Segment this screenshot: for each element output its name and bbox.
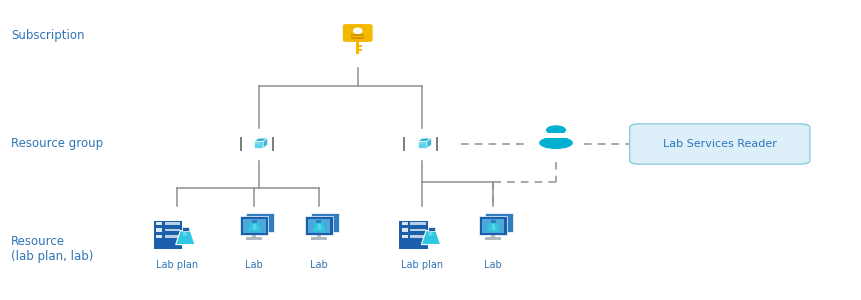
FancyBboxPatch shape — [164, 235, 180, 238]
FancyBboxPatch shape — [491, 235, 494, 238]
FancyBboxPatch shape — [157, 235, 162, 238]
FancyBboxPatch shape — [307, 219, 330, 233]
Polygon shape — [421, 231, 440, 244]
Polygon shape — [418, 138, 431, 141]
FancyBboxPatch shape — [305, 216, 332, 235]
Text: Lab plan: Lab plan — [401, 260, 443, 269]
Polygon shape — [255, 142, 261, 143]
FancyBboxPatch shape — [310, 213, 338, 232]
FancyBboxPatch shape — [359, 49, 361, 50]
Polygon shape — [428, 231, 432, 236]
Polygon shape — [254, 138, 268, 141]
Polygon shape — [254, 141, 263, 148]
FancyBboxPatch shape — [239, 137, 241, 151]
Ellipse shape — [545, 125, 566, 135]
FancyBboxPatch shape — [351, 34, 363, 36]
FancyBboxPatch shape — [164, 222, 180, 224]
Text: Lab plan: Lab plan — [156, 260, 197, 269]
FancyBboxPatch shape — [164, 229, 180, 231]
FancyBboxPatch shape — [435, 137, 437, 151]
Ellipse shape — [538, 137, 573, 149]
FancyBboxPatch shape — [484, 213, 512, 232]
FancyBboxPatch shape — [410, 222, 425, 224]
FancyBboxPatch shape — [157, 222, 162, 225]
FancyBboxPatch shape — [251, 220, 257, 223]
FancyBboxPatch shape — [403, 137, 405, 151]
Polygon shape — [418, 141, 426, 148]
FancyBboxPatch shape — [481, 219, 504, 233]
FancyBboxPatch shape — [359, 45, 362, 47]
FancyBboxPatch shape — [485, 237, 500, 240]
FancyBboxPatch shape — [343, 24, 372, 42]
FancyBboxPatch shape — [271, 137, 274, 151]
FancyBboxPatch shape — [245, 213, 274, 232]
Text: Resource
(lab plan, lab): Resource (lab plan, lab) — [11, 235, 94, 263]
Polygon shape — [312, 223, 325, 232]
FancyBboxPatch shape — [490, 220, 495, 223]
FancyBboxPatch shape — [402, 235, 407, 238]
Polygon shape — [318, 224, 321, 230]
Ellipse shape — [352, 28, 362, 34]
Text: Resource group: Resource group — [11, 137, 103, 151]
FancyBboxPatch shape — [402, 222, 407, 225]
Text: Lab: Lab — [310, 260, 327, 269]
Polygon shape — [418, 142, 424, 143]
FancyBboxPatch shape — [629, 124, 808, 164]
FancyBboxPatch shape — [240, 216, 268, 235]
FancyBboxPatch shape — [157, 228, 162, 232]
Polygon shape — [426, 138, 431, 148]
Text: Lab: Lab — [245, 260, 263, 269]
Text: Lab Services Reader: Lab Services Reader — [662, 139, 776, 149]
FancyBboxPatch shape — [252, 235, 256, 238]
FancyBboxPatch shape — [316, 220, 321, 223]
FancyBboxPatch shape — [402, 228, 407, 232]
FancyBboxPatch shape — [182, 226, 189, 231]
FancyBboxPatch shape — [246, 237, 262, 240]
Text: Subscription: Subscription — [11, 29, 84, 43]
FancyBboxPatch shape — [479, 216, 506, 235]
FancyBboxPatch shape — [410, 229, 425, 231]
Polygon shape — [492, 224, 495, 230]
Polygon shape — [183, 231, 187, 236]
FancyBboxPatch shape — [399, 220, 427, 249]
FancyBboxPatch shape — [317, 235, 320, 238]
FancyBboxPatch shape — [351, 37, 363, 38]
Polygon shape — [253, 224, 257, 230]
FancyBboxPatch shape — [153, 220, 182, 249]
Text: Lab: Lab — [484, 260, 501, 269]
FancyBboxPatch shape — [311, 237, 326, 240]
FancyBboxPatch shape — [243, 219, 265, 233]
Polygon shape — [176, 231, 195, 244]
FancyBboxPatch shape — [410, 235, 425, 238]
Polygon shape — [486, 223, 499, 232]
Polygon shape — [247, 223, 261, 232]
FancyBboxPatch shape — [427, 226, 434, 231]
FancyBboxPatch shape — [356, 40, 359, 54]
Polygon shape — [263, 138, 268, 148]
FancyBboxPatch shape — [533, 133, 578, 138]
